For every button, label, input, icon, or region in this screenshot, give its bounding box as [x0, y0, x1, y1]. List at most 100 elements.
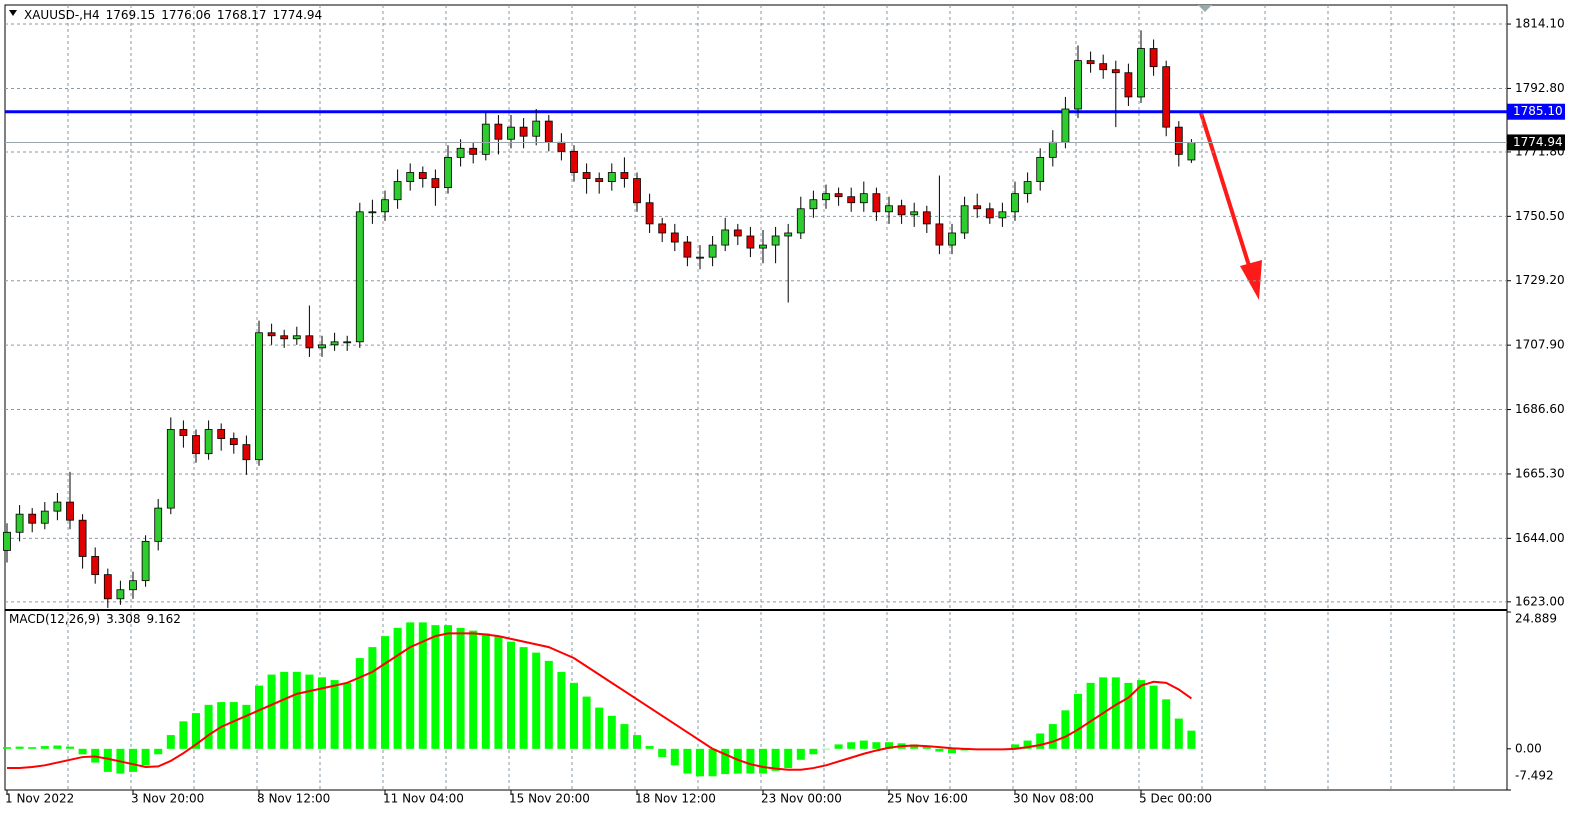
- candle-body: [1124, 72, 1133, 98]
- macd-bar: [922, 746, 931, 749]
- macd-bar: [355, 658, 364, 749]
- macd-bar: [708, 748, 717, 777]
- macd-bar: [822, 748, 830, 750]
- candle-body: [633, 178, 641, 204]
- candle-body: [922, 211, 931, 225]
- candle-body: [910, 211, 919, 216]
- signal-value: 9.162: [146, 612, 181, 626]
- candle-body: [141, 540, 150, 582]
- x-tick-label: 11 Nov 04:00: [383, 792, 464, 806]
- candle-body: [985, 208, 994, 219]
- candle-body: [721, 229, 730, 246]
- macd-bar: [1036, 733, 1045, 749]
- macd-bar: [78, 748, 87, 755]
- macd-bar: [1124, 682, 1133, 749]
- candle-body: [885, 205, 893, 213]
- candle-body: [859, 193, 868, 204]
- candle-body: [1137, 48, 1145, 98]
- arrow-shaft: [1199, 112, 1253, 273]
- candle-body: [381, 199, 389, 213]
- x-tick-label: 25 Nov 16:00: [887, 792, 968, 806]
- candle-body: [1099, 63, 1108, 71]
- macd-bar: [229, 702, 238, 749]
- macd-bar: [368, 647, 377, 749]
- macd-bar: [154, 748, 163, 755]
- macd-bar: [469, 630, 478, 749]
- candle-body: [519, 126, 528, 137]
- macd-bar: [809, 748, 818, 755]
- candle-body: [708, 244, 717, 258]
- x-tick-label: 18 Nov 12:00: [635, 792, 716, 806]
- candle-body: [355, 211, 364, 343]
- candle-body: [28, 513, 37, 524]
- candle-body: [809, 199, 818, 210]
- macd-bar: [3, 747, 11, 749]
- candle-body: [469, 147, 478, 155]
- candle-body: [1048, 141, 1057, 158]
- macd-bar: [721, 748, 730, 775]
- macd-bar: [910, 744, 919, 749]
- candle-body: [3, 531, 11, 551]
- candle-body: [431, 178, 440, 189]
- ohlc-open: 1769.15: [105, 8, 156, 22]
- y-tick-label: 1665.30: [1515, 466, 1565, 480]
- candle-body: [507, 126, 515, 140]
- macd-bar: [607, 715, 616, 749]
- candle-body: [192, 435, 200, 455]
- candle-body: [78, 519, 87, 557]
- y-tick-label: 1792.80: [1515, 81, 1565, 95]
- macd-bar: [595, 707, 604, 749]
- candle-body: [330, 341, 339, 346]
- macd-bar: [935, 748, 944, 752]
- macd-bar: [192, 713, 200, 749]
- macd-bar: [280, 671, 289, 749]
- macd-bar: [406, 622, 415, 749]
- candle-body: [532, 120, 541, 137]
- arrow-head: [1240, 260, 1262, 300]
- y-tick-label: 1686.60: [1515, 402, 1565, 416]
- candle-body: [40, 510, 49, 524]
- candle-body: [91, 556, 100, 576]
- macd-bar: [456, 627, 465, 749]
- macd-bar: [544, 660, 553, 749]
- macd-bar: [670, 748, 679, 766]
- candle-body: [103, 574, 112, 600]
- candle-body: [292, 335, 301, 340]
- candle-body: [343, 341, 352, 344]
- candle-body: [670, 232, 679, 243]
- candle-body: [973, 205, 982, 210]
- candle-body: [1149, 48, 1158, 68]
- macd-bar: [217, 702, 226, 749]
- ohlc-close: 1774.94: [272, 8, 323, 22]
- candle-body: [847, 196, 856, 204]
- y-tick-label: 1750.50: [1515, 209, 1565, 223]
- candle-body: [154, 507, 163, 542]
- candle-body: [1074, 60, 1082, 110]
- macd-bar: [885, 742, 893, 749]
- macd-bar: [1174, 718, 1183, 749]
- macd-bar: [267, 674, 276, 749]
- candle-body: [217, 429, 226, 439]
- macd-bar: [431, 625, 440, 749]
- candle-body: [595, 178, 604, 182]
- macd-bar: [393, 627, 402, 749]
- macd-bar: [305, 674, 314, 749]
- candle-body: [242, 444, 251, 461]
- candle-body: [897, 205, 906, 216]
- y2-tick-label: -7.492: [1515, 769, 1554, 783]
- last-price-label: 1774.94: [1513, 135, 1563, 149]
- macd-bar: [507, 641, 515, 749]
- x-tick-label: 3 Nov 20:00: [131, 792, 204, 806]
- candle-body: [481, 123, 490, 155]
- x-tick-label: 1 Nov 2022: [5, 792, 74, 806]
- macd-bar: [166, 735, 175, 749]
- macd-bar: [1149, 685, 1158, 749]
- candle-body: [179, 429, 188, 436]
- macd-bar: [1086, 682, 1095, 749]
- candle-body: [784, 232, 793, 237]
- macd-bar: [129, 748, 137, 772]
- macd-bar: [859, 740, 868, 749]
- macd-bar: [847, 742, 856, 749]
- macd-bar: [696, 748, 704, 777]
